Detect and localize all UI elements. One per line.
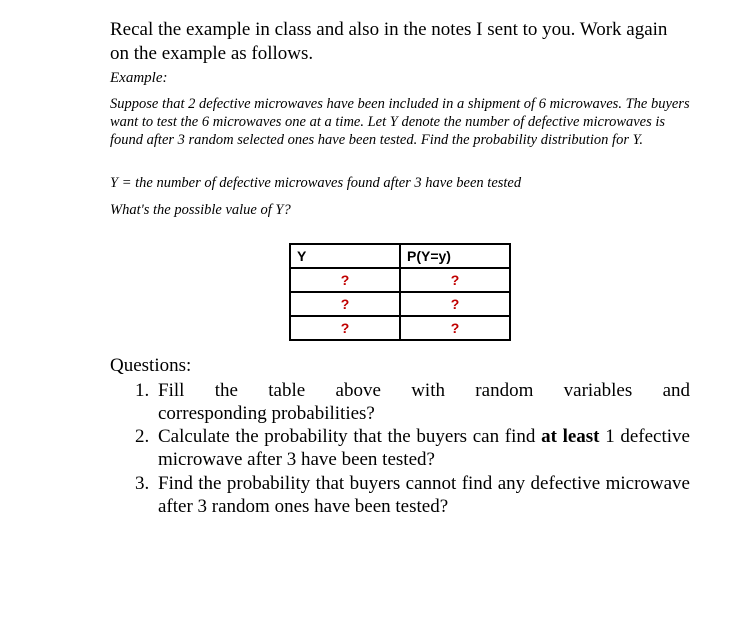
- distribution-table-wrap: Y P(Y=y) ? ? ? ? ? ?: [110, 243, 690, 341]
- table-row: ? ?: [290, 316, 510, 340]
- document-page: Recal the example in class and also in t…: [0, 0, 750, 633]
- question-1: Fill the table above with random variabl…: [154, 379, 690, 425]
- distribution-table: Y P(Y=y) ? ? ? ? ? ?: [289, 243, 511, 341]
- example-label: Example:: [110, 70, 690, 87]
- question-3: Find the probability that buyers cannot …: [154, 472, 690, 518]
- cell-y: ?: [290, 316, 400, 340]
- cell-p: ?: [400, 292, 510, 316]
- cell-y: ?: [290, 292, 400, 316]
- header-y: Y: [290, 244, 400, 268]
- problem-statement: Suppose that 2 defective microwaves have…: [110, 95, 690, 149]
- intro-text: Recal the example in class and also in t…: [110, 18, 690, 66]
- cell-y: ?: [290, 268, 400, 292]
- y-definition: Y = the number of defective microwaves f…: [110, 175, 690, 192]
- y-question: What's the possible value of Y?: [110, 202, 690, 219]
- cell-p: ?: [400, 316, 510, 340]
- question-1-line2: corresponding probabilities?: [158, 402, 690, 425]
- question-2: Calculate the probability that the buyer…: [154, 425, 690, 471]
- question-1-line1: Fill the table above with random variabl…: [158, 379, 690, 402]
- table-header-row: Y P(Y=y): [290, 244, 510, 268]
- cell-p: ?: [400, 268, 510, 292]
- header-p: P(Y=y): [400, 244, 510, 268]
- cutoff-text-fragment: [110, 626, 122, 633]
- question-2-part-a: Calculate the probability that the buyer…: [158, 426, 541, 447]
- questions-list: Fill the table above with random variabl…: [110, 379, 690, 518]
- table-row: ? ?: [290, 292, 510, 316]
- table-row: ? ?: [290, 268, 510, 292]
- question-2-bold: at least: [541, 426, 599, 447]
- questions-heading: Questions:: [110, 355, 690, 377]
